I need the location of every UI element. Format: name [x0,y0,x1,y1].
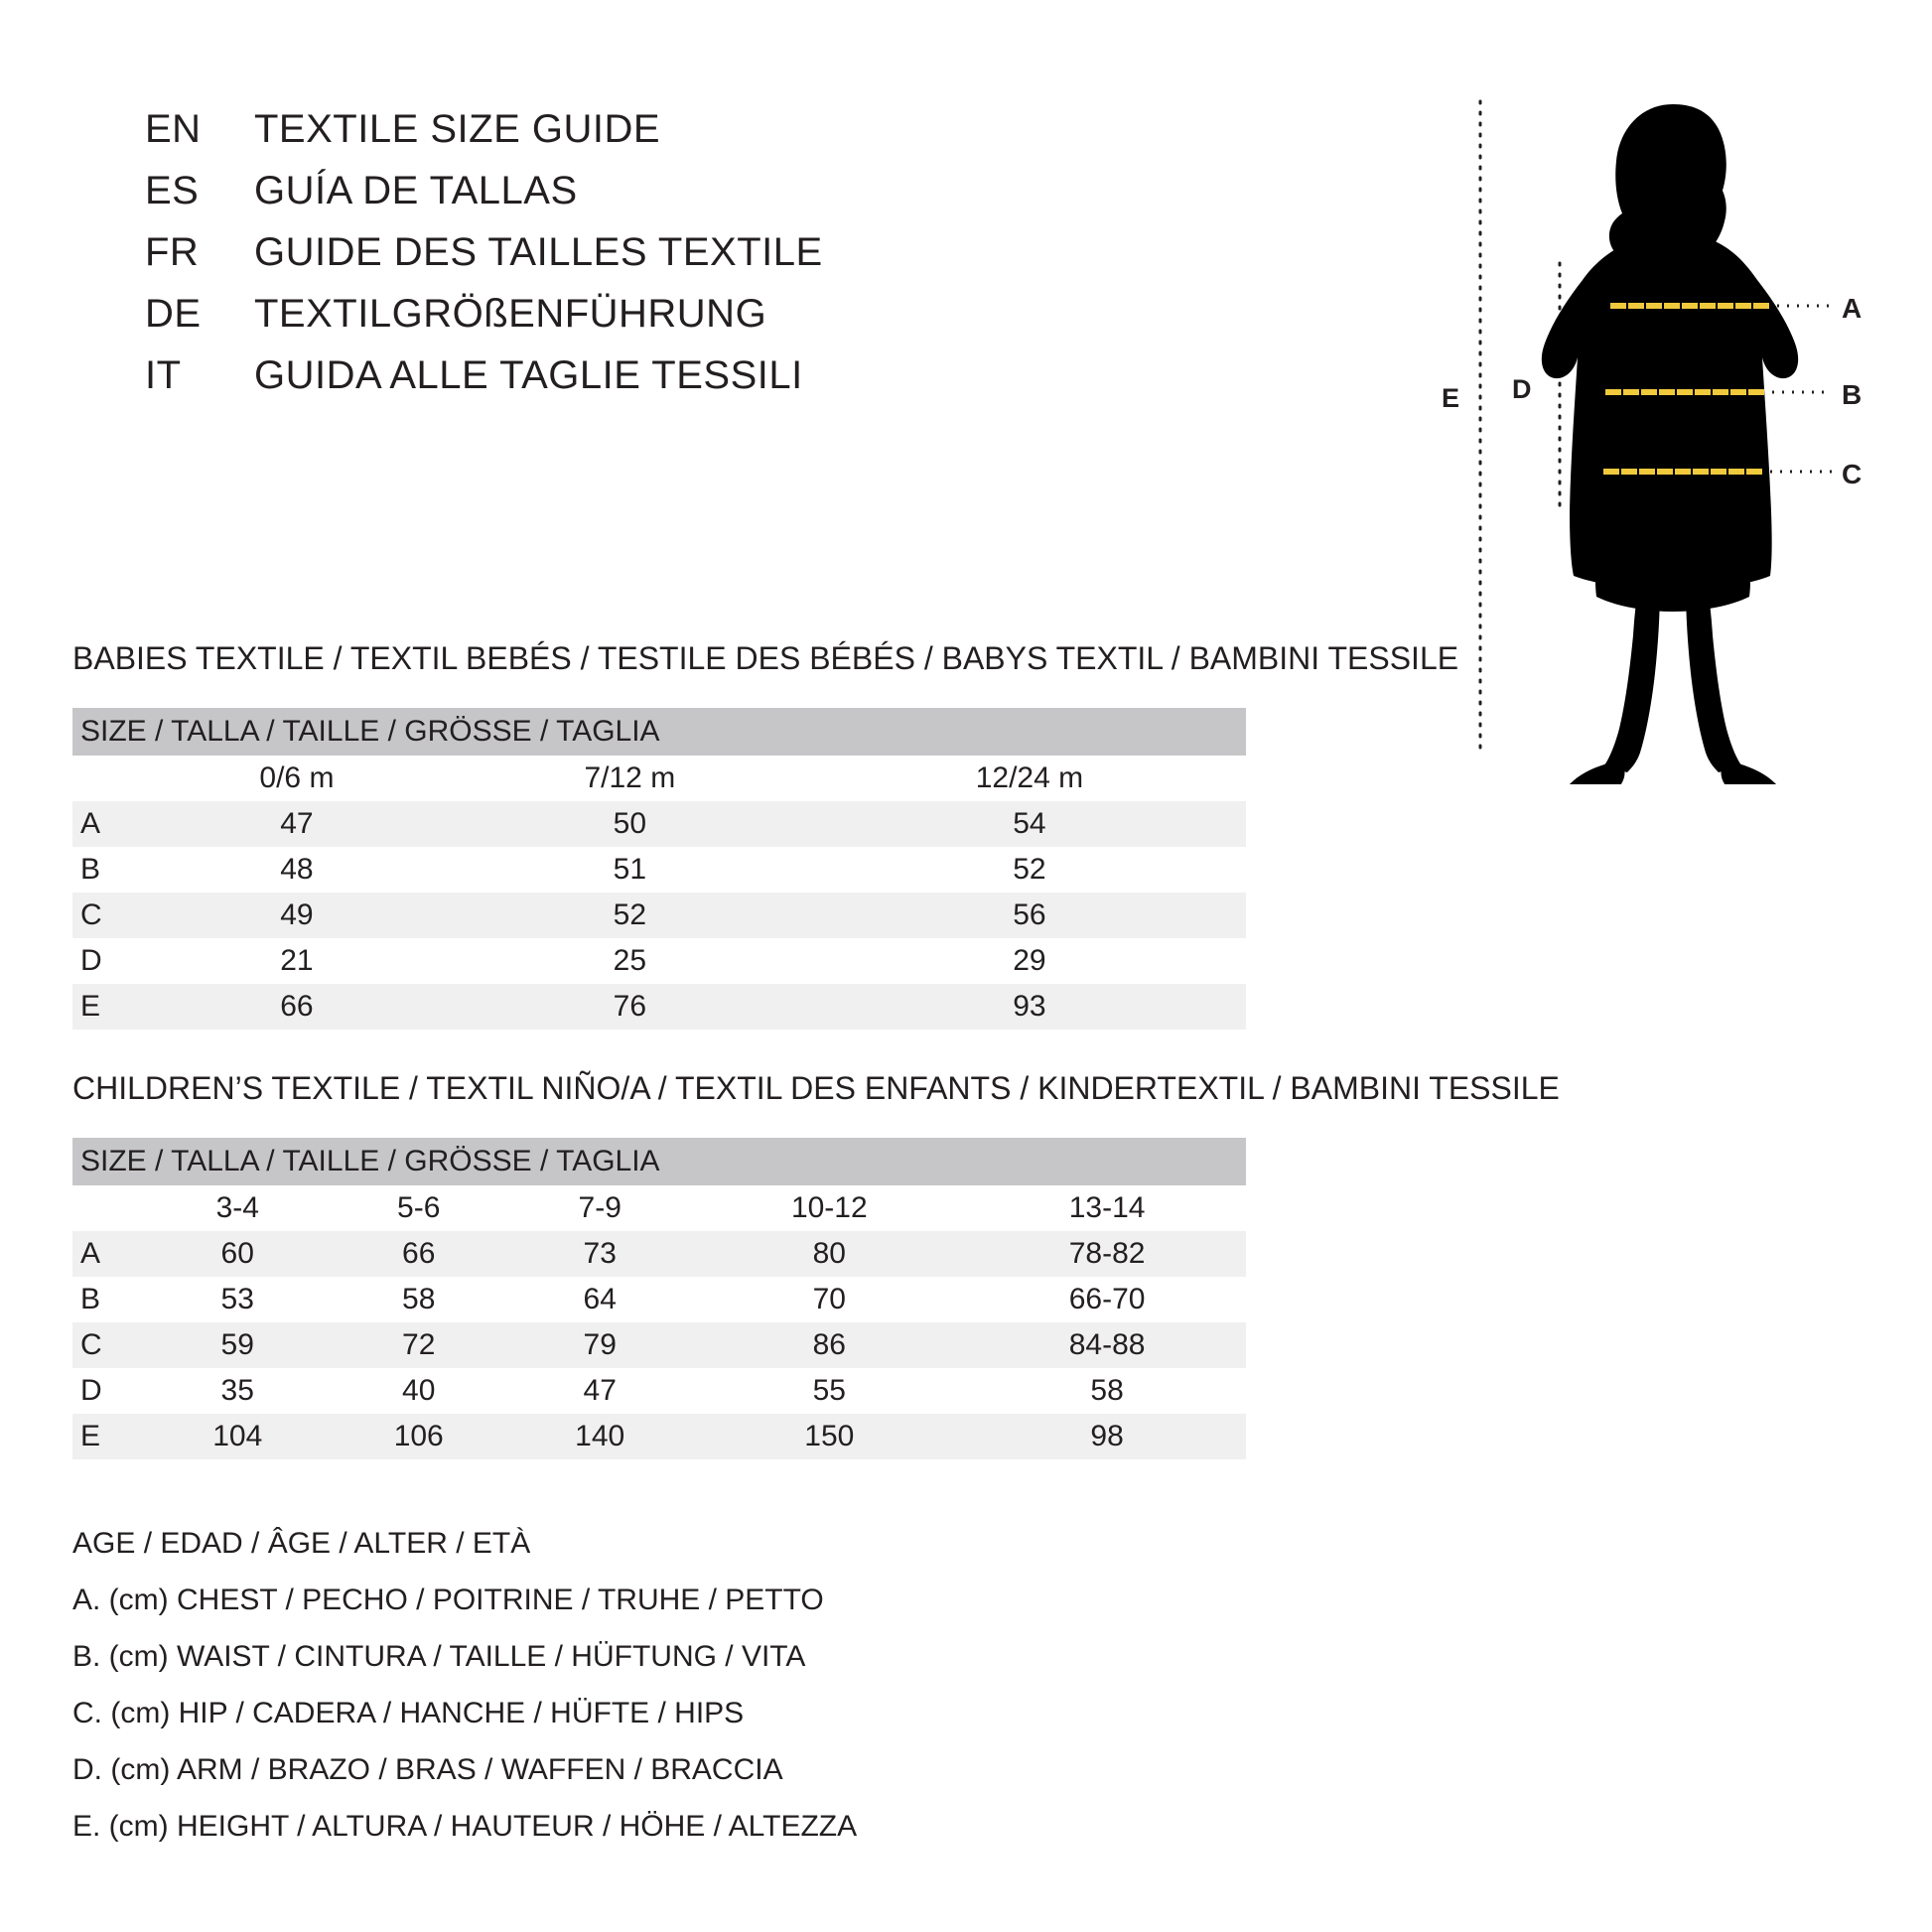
svg-text:B: B [1842,379,1862,410]
svg-text:A: A [1842,293,1862,324]
svg-text:E: E [1442,383,1459,413]
svg-text:C: C [1842,459,1862,489]
svg-text:D: D [1512,374,1532,404]
